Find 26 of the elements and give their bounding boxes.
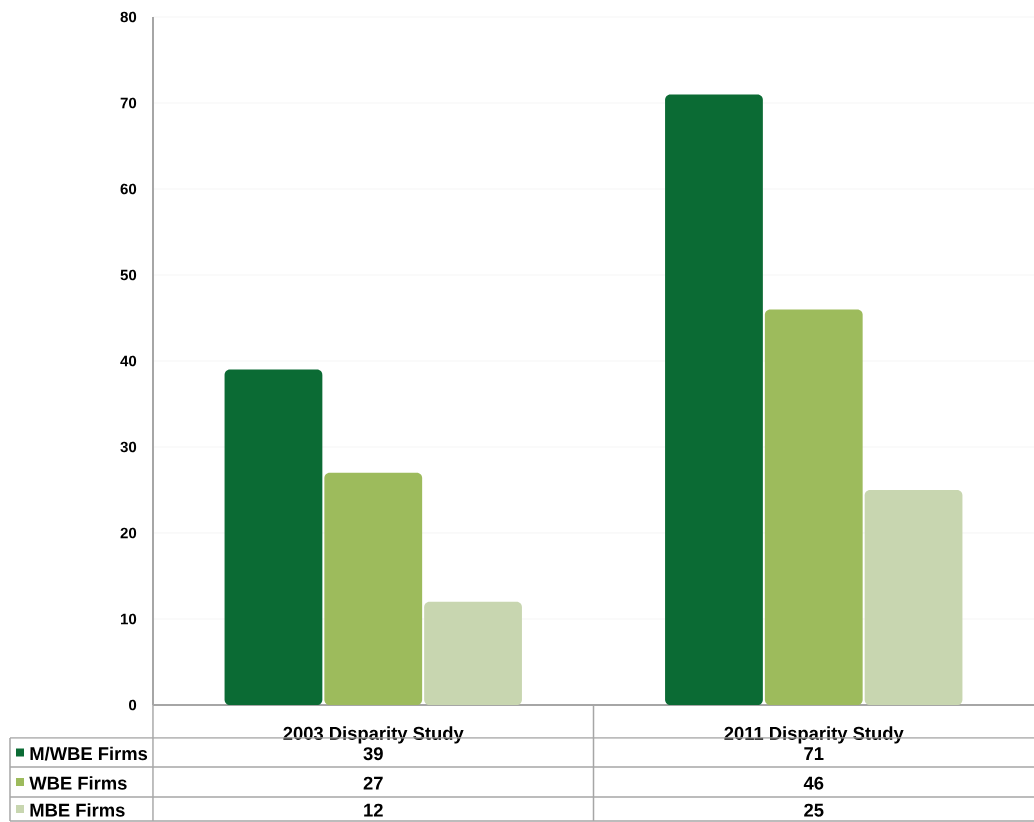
y-tick-label: 80 — [120, 11, 137, 23]
data-label: 12 — [364, 803, 383, 817]
y-tick-label: 30 — [120, 441, 137, 453]
legend-label: M/WBE Firms — [30, 746, 148, 761]
bar — [224, 369, 323, 705]
y-tick-label: 50 — [120, 269, 137, 281]
y-tick-label: 70 — [120, 97, 137, 109]
bar — [764, 309, 863, 705]
y-tick-label: 40 — [120, 355, 137, 367]
x-tick-label: 2011 Disparity Study — [724, 726, 904, 744]
x-tick-label: 2003 Disparity Study — [283, 726, 464, 744]
bar — [424, 601, 522, 705]
data-label: 39 — [363, 747, 383, 761]
data-label: 71 — [804, 747, 824, 760]
legend-label: MBE Firms — [30, 803, 125, 817]
y-tick-label: 20 — [120, 527, 137, 539]
y-tick-label: 0 — [128, 699, 137, 711]
data-label: 46 — [803, 776, 824, 790]
legend-label: WBE Firms — [29, 776, 127, 790]
bar — [324, 472, 423, 705]
y-tick-label: 10 — [120, 613, 137, 625]
bar — [665, 94, 763, 705]
y-tick-label: 60 — [120, 183, 137, 195]
data-label: 25 — [804, 803, 824, 817]
data-label: 27 — [363, 776, 383, 790]
bar — [864, 490, 963, 705]
